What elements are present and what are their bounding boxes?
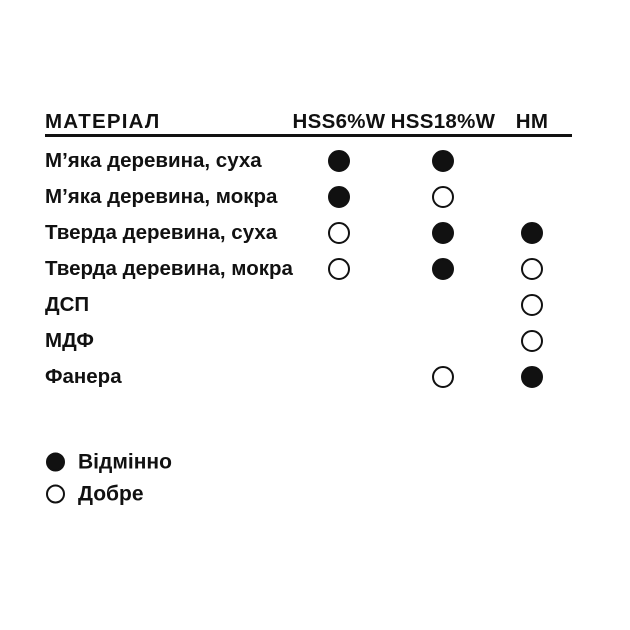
cell-marker-hss6w [328,258,350,280]
cell-marker-hss18w [432,366,454,388]
cell-marker-hss6w [328,150,350,172]
filled-circle-icon [46,452,65,472]
row-label: Фанера [45,364,122,388]
table: МАТЕРІАЛ HSS6%W HSS18%W HM М’яка деревин… [45,98,572,388]
column-header-hss18w: HSS18%W [390,109,496,133]
column-header-material: МАТЕРІАЛ [45,109,161,133]
cell-marker-hss18w [432,186,454,208]
table-row: МДФ [45,323,572,359]
cell-marker-hss18w [432,222,454,244]
column-header-hss6w: HSS6%W [292,109,386,133]
row-label: Тверда деревина, суха [45,220,278,244]
header-divider [45,134,572,137]
table-row: ДСП [45,287,572,323]
table-row: Тверда деревина, мокра [45,251,572,287]
table-body: М’яка деревина, суха М’яка деревина, мок… [45,143,572,395]
table-row: Тверда деревина, суха [45,215,572,251]
table-row: М’яка деревина, суха [45,143,572,179]
table-row: М’яка деревина, мокра [45,179,572,215]
legend-label: Добре [78,482,144,506]
cell-marker-hm [521,258,543,280]
cell-marker-hm [521,294,543,316]
row-label: МДФ [45,328,94,352]
cell-marker-hss18w [432,150,454,172]
cell-marker-hss6w [328,222,350,244]
column-header-hm: HM [515,109,549,133]
table-header-row: МАТЕРІАЛ HSS6%W HSS18%W HM [45,98,572,132]
row-label: М’яка деревина, суха [45,148,262,172]
cell-marker-hm [521,222,543,244]
cell-marker-hm [521,330,543,352]
row-label: ДСП [45,292,90,316]
cell-marker-hss18w [432,258,454,280]
table-row: Фанера [45,359,572,395]
row-label: М’яка деревина, мокра [45,184,278,208]
legend-label: Відмінно [78,450,172,474]
row-label: Тверда деревина, мокра [45,256,293,280]
cell-marker-hm [521,366,543,388]
cell-marker-hss6w [328,186,350,208]
hollow-circle-icon [46,484,65,504]
